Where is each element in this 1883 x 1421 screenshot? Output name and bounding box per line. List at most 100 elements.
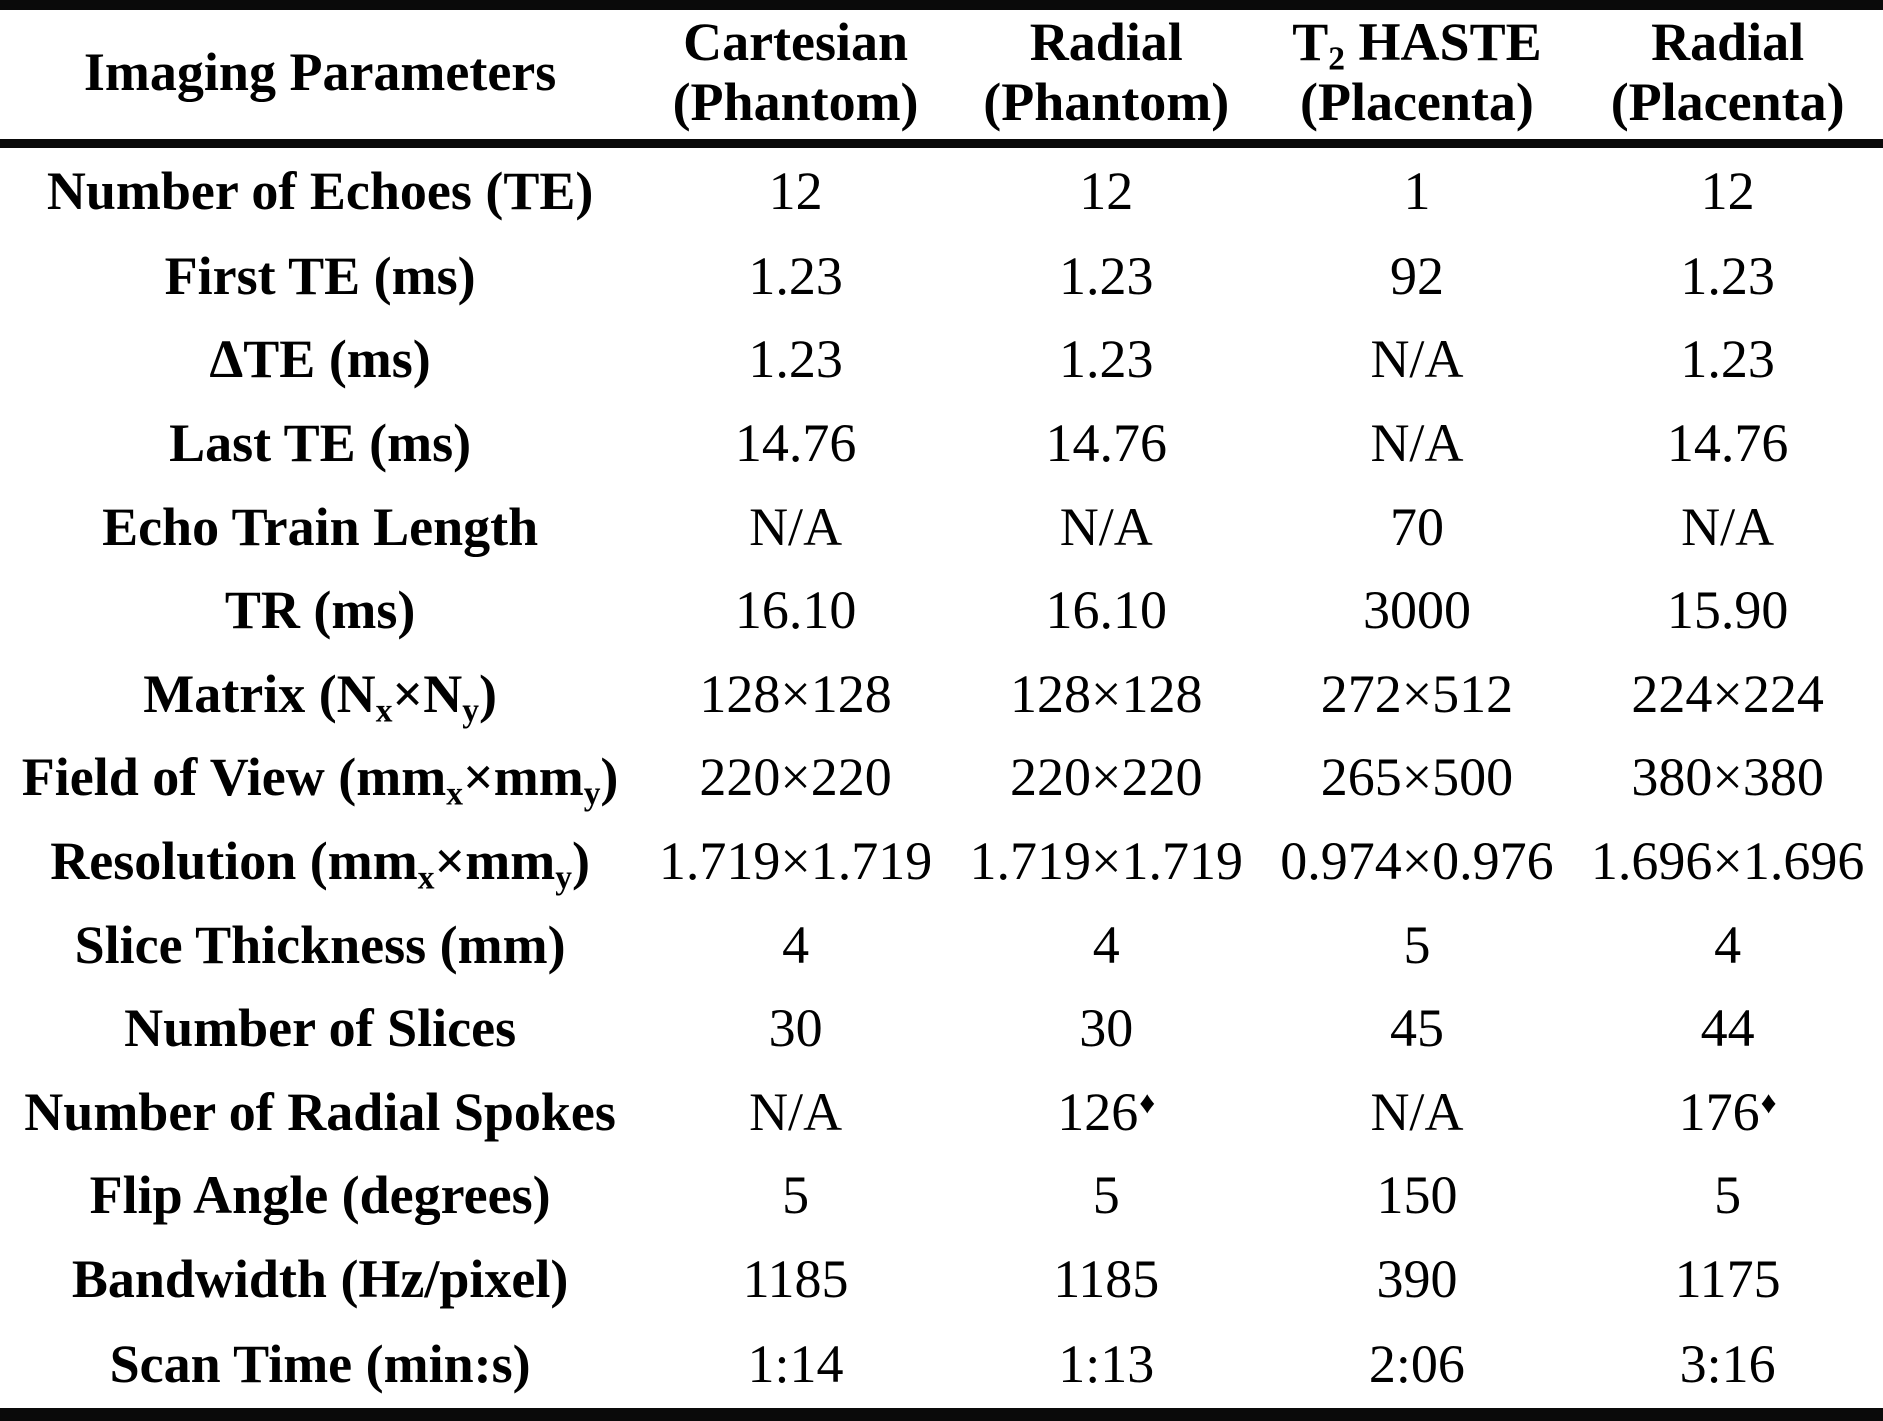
value-cell: 12 (1700, 160, 1755, 221)
value-cell: 2:06 (1368, 1334, 1465, 1395)
value-cell: 12 (1079, 160, 1134, 221)
value-cell: 4 (782, 914, 810, 975)
value-cell: 5 (1092, 1165, 1120, 1226)
value-cell: 44 (1700, 998, 1755, 1059)
table-row: Number of Echoes (TE) 12 12 1 12 (0, 143, 1883, 234)
parameter-label-cell: Last TE (ms) (169, 412, 472, 473)
header-row: Imaging Parameters Cartesian (Phantom) Ra… (0, 5, 1883, 148)
value-cell: 1.23 (748, 329, 843, 390)
value-cell: 15.90 (1666, 580, 1789, 641)
parameter-label-cell: Resolution (mmx×mmy) (50, 830, 590, 897)
value-cell: 224×224 (1631, 663, 1824, 724)
value-cell: 0.974×0.976 (1280, 830, 1554, 891)
value-cell: 45 (1389, 998, 1444, 1059)
value-cell: 126♦ (1057, 1081, 1156, 1142)
value-cell: 1.23 (1059, 245, 1154, 306)
value-cell: 14.76 (1666, 412, 1789, 473)
value-cell: 1.719×1.719 (969, 830, 1243, 891)
column-header-t2-haste-placenta: T2 HASTE (Placenta) (1261, 5, 1573, 148)
table-row: Matrix (Nx×Ny) 128×128 128×128 272×512 224×2… (0, 652, 1883, 736)
parameter-label-cell: Matrix (Nx×Ny) (143, 663, 497, 730)
table-row: Number of Radial Spokes N/A 126♦ N/A 176♦ (0, 1070, 1883, 1154)
value-cell: 3:16 (1679, 1334, 1776, 1395)
value-cell: 272×512 (1320, 663, 1514, 724)
value-cell: N/A (749, 496, 843, 557)
table-body: Number of Echoes (TE) 12 12 1 12 First TE (ms… (0, 143, 1883, 1414)
value-cell: 220×220 (699, 747, 892, 808)
value-cell: 30 (1079, 998, 1134, 1059)
column-header-radial-placenta: Radial (Placenta) (1572, 5, 1883, 148)
parameter-label-cell: Slice Thickness (mm) (74, 914, 566, 975)
table-row: Slice Thickness (mm) 4 4 5 4 (0, 903, 1883, 987)
table-row: Number of Slices 30 30 45 44 (0, 986, 1883, 1070)
table-row: Resolution (mmx×mmy) 1.719×1.719 1.719×1.7… (0, 819, 1883, 903)
parameter-label-cell: ΔTE (ms) (209, 329, 431, 390)
table-row: Flip Angle (degrees) 5 5 150 5 (0, 1154, 1883, 1238)
column-header-imaging-parameters: Imaging Parameters (0, 5, 641, 148)
column-header-radial-phantom: Radial (Phantom) (950, 5, 1262, 148)
value-cell: 4 (1092, 914, 1120, 975)
value-cell: 1185 (742, 1248, 849, 1309)
value-cell: 1.696×1.696 (1590, 830, 1865, 891)
table-row: Scan Time (min:s) 1:14 1:13 2:06 3:16 (0, 1321, 1883, 1415)
value-cell: 1.23 (1059, 329, 1154, 390)
value-cell: 1175 (1674, 1248, 1781, 1309)
parameter-label-cell: Bandwidth (Hz/pixel) (71, 1248, 569, 1309)
value-cell: N/A (749, 1081, 843, 1142)
table-row: Bandwidth (Hz/pixel) 1185 1185 390 1175 (0, 1237, 1883, 1321)
value-cell: 1185 (1053, 1248, 1160, 1309)
value-cell: 5 (1714, 1165, 1742, 1226)
value-cell: 1:13 (1058, 1334, 1155, 1395)
value-cell: 14.76 (1045, 412, 1168, 473)
parameter-label-cell: Number of Radial Spokes (24, 1081, 616, 1142)
column-header-cartesian-phantom: Cartesian (Phantom) (640, 5, 951, 148)
value-cell: N/A (1681, 496, 1775, 557)
value-cell: 4 (1714, 914, 1742, 975)
parameter-label-cell: Flip Angle (degrees) (89, 1165, 551, 1226)
parameter-label-cell: Scan Time (min:s) (109, 1334, 531, 1395)
table-row: Last TE (ms) 14.76 14.76 N/A 14.76 (0, 401, 1883, 485)
value-cell: 150 (1376, 1165, 1458, 1226)
table-row: TR (ms) 16.10 16.10 3000 15.90 (0, 568, 1883, 652)
value-cell: 128×128 (699, 663, 892, 724)
value-cell: 1.23 (1680, 329, 1775, 390)
value-cell: 1:14 (747, 1334, 844, 1395)
table-row: Echo Train Length N/A N/A 70 N/A (0, 485, 1883, 569)
table-row: First TE (ms) 1.23 1.23 92 1.23 (0, 234, 1883, 318)
value-cell: 30 (768, 998, 823, 1059)
table-row: Field of View (mmx×mmy) 220×220 220×220 265… (0, 736, 1883, 820)
value-cell: N/A (1059, 496, 1153, 557)
parameter-label-cell: TR (ms) (224, 580, 416, 641)
value-cell: 390 (1376, 1248, 1458, 1309)
value-cell: 16.10 (1045, 580, 1168, 641)
value-cell: 1 (1403, 160, 1431, 221)
parameter-label-cell: Number of Echoes (TE) (46, 160, 594, 221)
table-header: Imaging Parameters Cartesian (Phantom) Ra… (0, 5, 1883, 148)
value-cell: 1.719×1.719 (658, 830, 933, 891)
value-cell: 1.23 (748, 245, 843, 306)
value-cell: 92 (1389, 245, 1444, 306)
value-cell: 265×500 (1320, 747, 1514, 808)
value-cell: 128×128 (1010, 663, 1203, 724)
value-cell: 380×380 (1631, 747, 1824, 808)
value-cell: 3000 (1362, 580, 1471, 641)
value-cell: N/A (1370, 1081, 1464, 1142)
value-cell: N/A (1370, 329, 1464, 390)
parameter-label-cell: Number of Slices (124, 998, 517, 1059)
table-row: ΔTE (ms) 1.23 1.23 N/A 1.23 (0, 318, 1883, 402)
parameter-label-cell: Field of View (mmx×mmy) (21, 747, 619, 813)
value-cell: 220×220 (1010, 747, 1203, 808)
value-cell: 12 (768, 160, 823, 221)
value-cell: N/A (1370, 412, 1464, 473)
parameter-label-cell: Echo Train Length (102, 496, 539, 557)
parameter-label-cell: First TE (ms) (164, 245, 476, 306)
value-cell: 70 (1389, 496, 1444, 557)
value-cell: 5 (1403, 914, 1431, 975)
value-cell: 16.10 (734, 580, 857, 641)
value-cell: 5 (782, 1165, 810, 1226)
value-cell: 1.23 (1680, 245, 1775, 306)
value-cell: 176♦ (1678, 1081, 1777, 1142)
value-cell: 14.76 (734, 412, 857, 473)
